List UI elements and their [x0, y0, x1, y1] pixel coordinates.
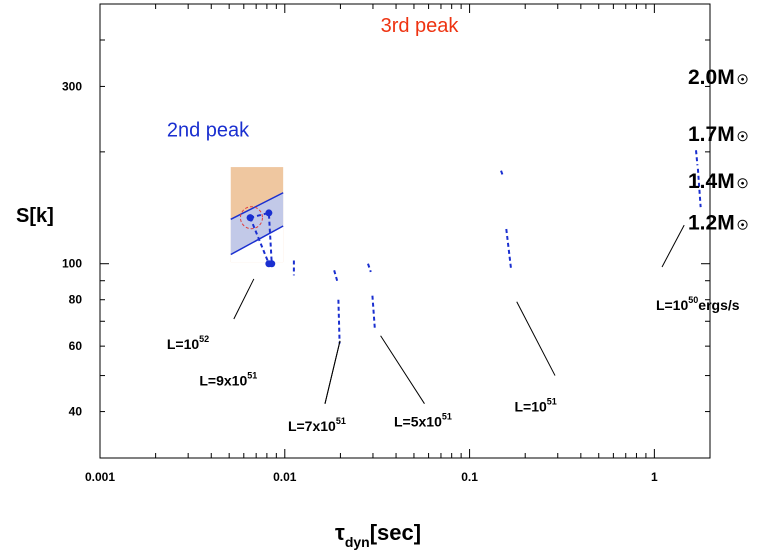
mass-label-text: 1.4M — [688, 170, 735, 193]
x-tick-label: 0.001 — [85, 470, 115, 484]
mass-label-text: 1.7M — [688, 123, 735, 146]
x-axis-label-tail: [sec] — [370, 520, 421, 545]
x-tick-label: 0.01 — [273, 470, 297, 484]
luminosity-label-base: L=10 — [514, 399, 547, 415]
inset-dashed-circle — [239, 206, 263, 230]
luminosity-label-exp: 51 — [247, 371, 257, 381]
x-tick-label: 0.1 — [461, 470, 478, 484]
y-tick-label: 300 — [62, 79, 82, 93]
luminosity-label: L=1050ergs/s — [656, 295, 740, 313]
inset-lower-line — [230, 225, 284, 256]
y-axis-label: S[k] — [16, 205, 54, 227]
data-point — [265, 209, 273, 217]
plot-frame — [99, 3, 711, 459]
luminosity-label: L=1051 — [514, 397, 556, 415]
series-layer — [246, 150, 702, 344]
series-line — [696, 168, 702, 208]
luminosity-label-base: L=10 — [656, 297, 689, 313]
luminosity-label: L=9x1051 — [199, 371, 257, 389]
mass-label-text: 2.0M — [688, 66, 735, 89]
inset-upper-line — [230, 192, 284, 221]
luminosity-label-exp: 51 — [336, 416, 346, 426]
luminosity-label-exp: 51 — [442, 411, 452, 421]
data-point — [246, 214, 254, 222]
luminosity-label-tail: ergs/s — [698, 297, 739, 313]
luminosity-label-exp: 50 — [688, 295, 698, 305]
luminosity-pointer-line — [516, 301, 556, 376]
luminosity-label-base: L=9x10 — [199, 373, 247, 389]
luminosity-label: L=5x1051 — [394, 411, 452, 429]
sun-symbol-icon: ☉ — [737, 72, 749, 87]
x-axis-label-main: τ — [335, 520, 345, 545]
mass-label: 1.2M ☉ — [688, 211, 748, 234]
series-line — [337, 299, 341, 344]
data-point — [265, 260, 273, 268]
series-line — [500, 170, 504, 176]
mass-label-text: 1.2M — [688, 211, 735, 234]
luminosity-pointer-line — [661, 224, 685, 268]
luminosity-label-base: L=5x10 — [394, 413, 442, 429]
series-line — [249, 217, 270, 265]
luminosity-label-base: L=10 — [167, 336, 200, 352]
luminosity-label-base: L=7x10 — [288, 418, 336, 434]
series-line — [333, 270, 339, 281]
mass-label: 1.4M ☉ — [688, 170, 748, 193]
luminosity-pointer-line — [233, 278, 255, 320]
y-tick-label: 100 — [62, 257, 82, 271]
x-axis-label-sub: dyn — [345, 534, 370, 550]
series-line — [695, 150, 699, 166]
sun-symbol-icon: ☉ — [737, 176, 749, 191]
series-line — [505, 228, 513, 271]
series-line — [367, 263, 372, 273]
luminosity-label-exp: 52 — [199, 334, 209, 344]
luminosity-pointer-line — [324, 340, 341, 404]
y-tick-label: 80 — [69, 293, 83, 307]
luminosity-label: L=7x1051 — [288, 416, 346, 434]
peak-label: 3rd peak — [381, 15, 460, 37]
luminosity-pointer-line — [380, 335, 425, 404]
sun-symbol-icon: ☉ — [737, 217, 749, 232]
mass-label: 1.7M ☉ — [688, 123, 748, 146]
inset-blue-band — [230, 192, 284, 255]
sun-symbol-icon: ☉ — [737, 129, 749, 144]
peak-label: 2nd peak — [167, 119, 250, 141]
mass-label: 2.0M ☉ — [688, 66, 748, 89]
series-line — [371, 295, 376, 329]
x-tick-label: 1 — [651, 470, 658, 484]
axes: 0.001 0.01 0.1 1 40 60 80 100 300 — [62, 3, 711, 484]
y-tick-label: 60 — [69, 339, 83, 353]
inset-schematic — [230, 167, 284, 263]
x-axis-label: τdyn[sec] — [335, 520, 421, 550]
luminosity-label: L=1052 — [167, 334, 209, 352]
luminosity-label-exp: 51 — [547, 397, 557, 407]
y-tick-label: 40 — [69, 405, 83, 419]
